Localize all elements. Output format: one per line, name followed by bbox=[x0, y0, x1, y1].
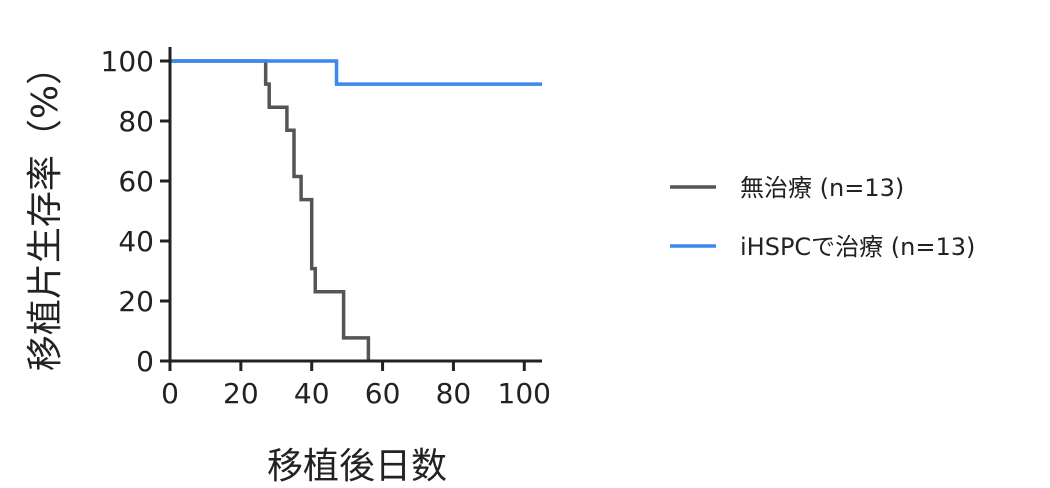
y-tick-label: 60 bbox=[118, 165, 154, 198]
y-tick-label: 20 bbox=[118, 285, 154, 318]
legend-label: iHSPCで治療 (n=13) bbox=[740, 233, 975, 261]
x-ticks: 0 20 40 60 80 100 bbox=[161, 361, 551, 410]
y-tick-label: 40 bbox=[118, 225, 154, 258]
y-ticks: 0 20 40 60 80 100 bbox=[101, 45, 170, 378]
series-line-ihspc bbox=[170, 59, 542, 86]
x-tick-label: 0 bbox=[161, 377, 179, 410]
y-tick-label: 100 bbox=[101, 45, 154, 78]
y-tick-label: 0 bbox=[136, 345, 154, 378]
x-axis-title: 移植後日数 bbox=[267, 446, 447, 487]
x-tick-label: 100 bbox=[498, 377, 551, 410]
x-tick-label: 40 bbox=[294, 377, 330, 410]
x-tick-label: 80 bbox=[436, 377, 472, 410]
legend-label: 無治療 (n=13) bbox=[740, 174, 904, 202]
axes-layer bbox=[168, 47, 542, 363]
series-layer bbox=[170, 59, 542, 361]
series-line-untreated bbox=[170, 59, 371, 361]
x-tick-label: 20 bbox=[223, 377, 259, 410]
legend: 無治療 (n=13) iHSPCで治療 (n=13) bbox=[670, 174, 975, 261]
x-tick-label: 60 bbox=[365, 377, 401, 410]
y-tick-label: 80 bbox=[118, 105, 154, 138]
y-axis-title: 移植片生存率（%） bbox=[25, 49, 66, 371]
